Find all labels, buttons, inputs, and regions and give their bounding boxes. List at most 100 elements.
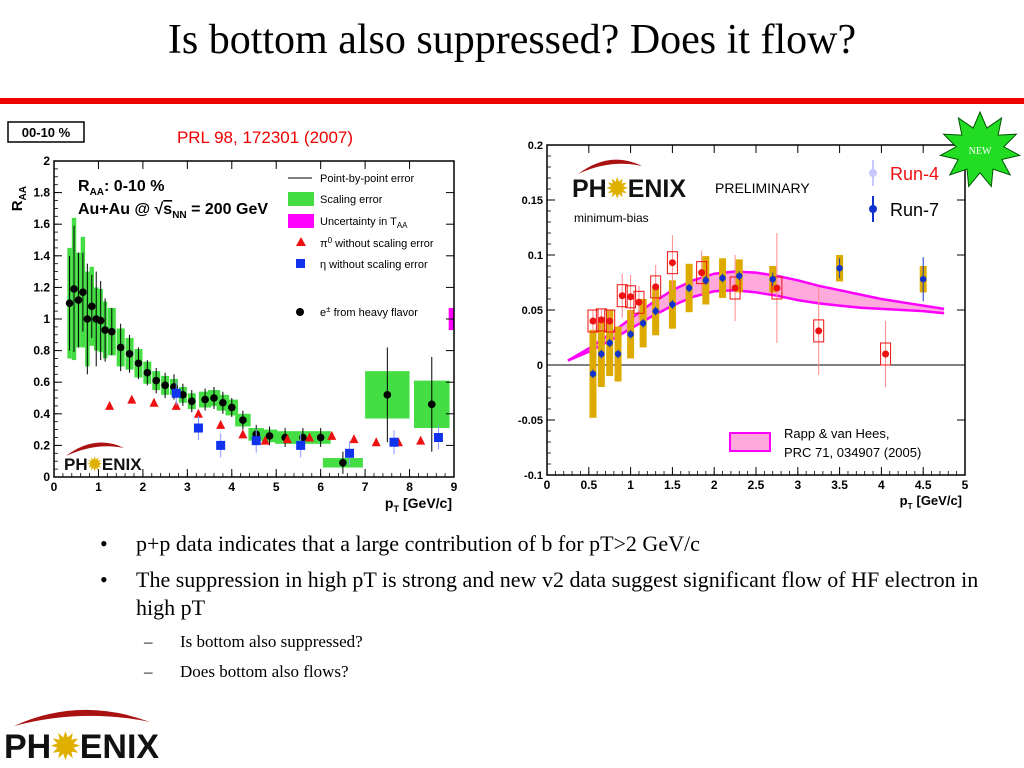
v2-run4-sys-box xyxy=(880,342,892,366)
v2-x-tick-label: 3.5 xyxy=(831,478,848,492)
raa-pi0-point xyxy=(216,419,226,429)
bullet-marker: • xyxy=(100,567,108,592)
v2-run7-point xyxy=(836,265,843,272)
v2-x-tick-label: 0.5 xyxy=(580,478,597,492)
raa-eta-point xyxy=(171,388,181,398)
v2-model-band xyxy=(567,271,945,361)
v2-run4-sys-box xyxy=(625,285,637,309)
v2-run7-point xyxy=(606,339,613,347)
v2-axes: 0 0.5 1 1.5 2 2.5 3 3.5 4 4.5 5 -0.1 -0.05 0 0.05 0.1 0.… xyxy=(518,140,969,492)
raa-electron-point xyxy=(161,381,169,390)
raa-pi0-point xyxy=(282,434,292,444)
v2-run4-sys-box xyxy=(633,290,645,314)
raa-x-tick-label: 9 xyxy=(451,480,458,494)
raa-pi0-point xyxy=(305,432,315,442)
legend-pi0-marker xyxy=(296,237,306,246)
raa-eta-point xyxy=(193,423,203,433)
legend-run4: Run-4 xyxy=(890,164,939,184)
v2-run4-point xyxy=(773,284,781,292)
v2-run7-point xyxy=(589,370,597,377)
raa-chart: 00-10 % PRL 98, 172301 (2007) 0 1 2 3 4 5 6 7 8 9… xyxy=(0,116,472,516)
raa-electron-point xyxy=(125,349,134,358)
legend-model-line1: Rapp & van Hees, xyxy=(784,426,890,441)
raa-eta-point xyxy=(251,436,261,446)
legend-model-swatch xyxy=(729,432,771,452)
legend-run7-marker xyxy=(869,205,877,213)
new-badge-text: NEW xyxy=(969,146,992,157)
raa-electron-point xyxy=(143,368,152,377)
raa-x-tick-label: 0 xyxy=(51,480,58,494)
raa-electron-point xyxy=(179,391,187,399)
raa-x-tick-label: 2 xyxy=(140,480,147,494)
raa-pi0-point xyxy=(238,429,248,439)
raa-electron-point xyxy=(87,302,96,311)
bullet-item: • The suppression in high pT is strong an… xyxy=(100,566,980,622)
legend-pi0: π0 without scaling error xyxy=(320,236,434,250)
v2-run4-point xyxy=(618,292,626,300)
v2-run7-point xyxy=(702,277,710,284)
v2-run7-point xyxy=(669,301,676,308)
raa-pi0-point xyxy=(171,400,181,410)
raa-pi0-point xyxy=(127,394,137,404)
raa-x-tick-label: 8 xyxy=(406,480,413,494)
title-rule xyxy=(0,98,1024,104)
raa-x-tick-label: 4 xyxy=(228,480,235,494)
v2-x-tick-label: 3 xyxy=(794,478,801,492)
v2-run4-point xyxy=(731,284,739,292)
bullet-text: p+p data indicates that a large contribu… xyxy=(136,531,700,556)
sub-bullet-marker: – xyxy=(144,632,153,651)
raa-y-tick-label: 1.4 xyxy=(33,249,50,263)
raa-ylabel: RAA xyxy=(9,186,29,211)
legend-run7: Run-7 xyxy=(890,200,939,220)
v2-run4-sys-box xyxy=(771,276,783,300)
legend-taa-swatch xyxy=(288,214,314,228)
raa-pi0-point xyxy=(327,430,337,440)
raa-pi0-point xyxy=(149,397,159,407)
raa-eta-point xyxy=(216,440,226,450)
raa-electron-point xyxy=(152,376,161,385)
raa-electron-point xyxy=(74,296,83,304)
raa-pi0-point xyxy=(371,437,381,447)
v2-xlabel: pT [GeV/c] xyxy=(900,493,962,511)
bullet-item: • p+p data indicates that a large contrib… xyxy=(100,530,980,558)
raa-electron-point xyxy=(227,403,236,412)
v2-y-tick-label: 0.05 xyxy=(522,305,543,317)
raa-pi0-point xyxy=(193,408,203,418)
bullet-text: The suppression in high pT is strong and… xyxy=(136,567,979,620)
sub-bullet-item: – Is bottom also suppressed? xyxy=(100,630,980,654)
raa-x-tick-label: 6 xyxy=(317,480,324,494)
raa-y-tick-label: 2 xyxy=(43,154,50,168)
raa-electron-point xyxy=(134,359,143,368)
v2-run4-sys-box xyxy=(666,251,678,275)
v2-run4-sys-box xyxy=(595,308,607,332)
legend-model-line2: PRC 71, 034907 (2005) xyxy=(784,445,921,460)
v2-run4-point xyxy=(606,317,614,325)
phenix-logo: PH✹ENIX xyxy=(4,709,159,766)
v2-selection: minimum-bias xyxy=(574,211,649,225)
raa-centrality-label: 00-10 % xyxy=(22,125,71,140)
raa-y-tick-label: 0.2 xyxy=(33,438,50,452)
v2-run4-sys-box xyxy=(650,275,662,299)
v2-run7-point xyxy=(769,276,776,283)
raa-pi0-point xyxy=(260,435,270,445)
legend-scaling-error: Scaling error xyxy=(320,194,383,206)
raa-y-tick-label: 0.8 xyxy=(33,344,50,358)
v2-run4-sys-box xyxy=(616,284,628,308)
raa-electron-point xyxy=(316,433,325,442)
v2-run4-point xyxy=(635,298,643,306)
v2-plot-area xyxy=(547,233,965,418)
raa-y-tick-label: 1.8 xyxy=(33,186,50,200)
raa-y-tick-label: 0.4 xyxy=(33,407,50,421)
v2-run7-point xyxy=(627,331,634,338)
v2-x-tick-label: 0 xyxy=(544,478,551,492)
sub-bullet-item: – Does bottom also flows? xyxy=(100,660,980,684)
raa-logo-swoosh xyxy=(66,442,124,456)
raa-y-tick-label: 1.2 xyxy=(33,280,50,294)
legend-taa-uncertainty: Uncertainty in TAA xyxy=(320,216,408,230)
v2-x-tick-label: 4.5 xyxy=(915,478,932,492)
v2-run7-point xyxy=(614,350,622,358)
v2-x-tick-label: 2.5 xyxy=(748,478,765,492)
v2-x-tick-label: 1 xyxy=(627,478,634,492)
raa-plot-area xyxy=(65,217,454,474)
v2-y-tick-label: 0.15 xyxy=(522,195,543,207)
